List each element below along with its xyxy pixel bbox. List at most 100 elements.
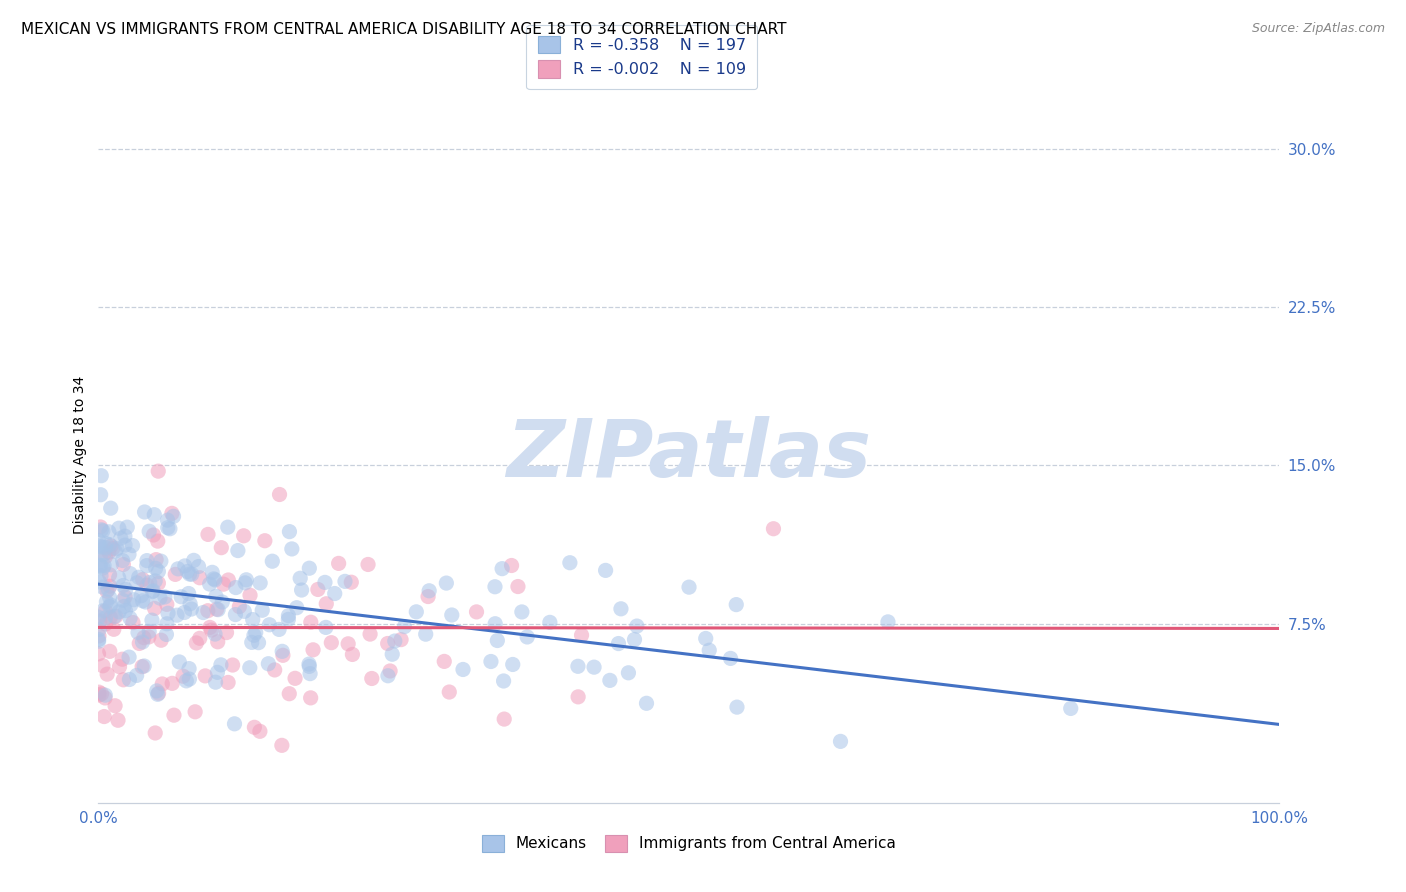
Point: [228, 599, 250, 614]
Point: [135, 558, 157, 573]
Point: [107, 713, 129, 727]
Y-axis label: Disability Age 18 to 34: Disability Age 18 to 34: [73, 376, 87, 534]
Point: [211, 595, 233, 609]
Point: [163, 708, 186, 723]
Point: [245, 625, 267, 640]
Point: [484, 616, 506, 631]
Point: [138, 624, 160, 639]
Point: [114, 590, 136, 604]
Point: [111, 553, 134, 567]
Point: [205, 590, 228, 604]
Point: [249, 576, 271, 591]
Point: [94, 549, 117, 564]
Point: [415, 627, 437, 641]
Point: [259, 617, 281, 632]
Point: [315, 597, 337, 611]
Point: [91, 561, 114, 575]
Point: [141, 613, 163, 627]
Point: [96, 584, 118, 599]
Point: [149, 591, 172, 605]
Point: [173, 606, 195, 620]
Point: [501, 558, 523, 573]
Point: [277, 612, 299, 626]
Point: [558, 556, 581, 570]
Point: [278, 687, 301, 701]
Point: [90, 568, 112, 582]
Point: [298, 561, 321, 575]
Point: [233, 575, 256, 590]
Point: [156, 616, 179, 631]
Point: [678, 580, 700, 594]
Point: [253, 533, 276, 548]
Point: [87, 647, 110, 661]
Point: [100, 598, 122, 612]
Point: [479, 655, 502, 669]
Point: [114, 529, 136, 543]
Point: [200, 623, 222, 637]
Point: [141, 584, 163, 599]
Point: [378, 664, 401, 678]
Point: [204, 627, 226, 641]
Point: [451, 663, 474, 677]
Point: [381, 647, 404, 661]
Point: [120, 611, 142, 625]
Point: [98, 538, 121, 552]
Point: [263, 663, 285, 677]
Point: [105, 541, 128, 556]
Point: [120, 566, 142, 581]
Point: [209, 541, 232, 555]
Point: [94, 604, 117, 618]
Point: [307, 582, 329, 597]
Point: [90, 540, 112, 554]
Point: [104, 698, 127, 713]
Legend: Mexicans, Immigrants from Central America: Mexicans, Immigrants from Central Americ…: [477, 829, 901, 858]
Point: [232, 529, 254, 543]
Point: [112, 558, 135, 572]
Point: [97, 524, 120, 539]
Point: [145, 552, 167, 566]
Point: [90, 488, 112, 502]
Point: [111, 652, 134, 666]
Point: [217, 573, 239, 587]
Point: [299, 690, 322, 705]
Point: [125, 668, 148, 682]
Point: [394, 619, 416, 633]
Text: Source: ZipAtlas.com: Source: ZipAtlas.com: [1251, 22, 1385, 36]
Point: [626, 619, 648, 633]
Point: [91, 604, 114, 618]
Point: [197, 604, 219, 618]
Point: [267, 623, 290, 637]
Point: [281, 541, 304, 556]
Point: [494, 712, 516, 726]
Point: [114, 538, 136, 552]
Point: [212, 577, 235, 591]
Point: [172, 669, 194, 683]
Point: [156, 521, 179, 535]
Point: [146, 534, 169, 549]
Point: [162, 509, 184, 524]
Point: [120, 598, 142, 612]
Point: [129, 589, 152, 603]
Point: [177, 662, 200, 676]
Point: [179, 672, 201, 686]
Point: [233, 604, 256, 618]
Point: [198, 577, 221, 591]
Point: [197, 527, 219, 541]
Point: [90, 523, 112, 537]
Point: [91, 658, 114, 673]
Point: [148, 565, 170, 579]
Point: [340, 575, 363, 590]
Point: [87, 629, 110, 643]
Point: [187, 559, 209, 574]
Point: [697, 643, 720, 657]
Point: [595, 563, 617, 577]
Point: [239, 588, 262, 602]
Point: [416, 590, 439, 604]
Point: [315, 620, 337, 634]
Point: [492, 673, 515, 688]
Point: [90, 559, 112, 574]
Point: [262, 554, 284, 568]
Point: [128, 570, 150, 584]
Point: [87, 533, 110, 548]
Point: [160, 507, 183, 521]
